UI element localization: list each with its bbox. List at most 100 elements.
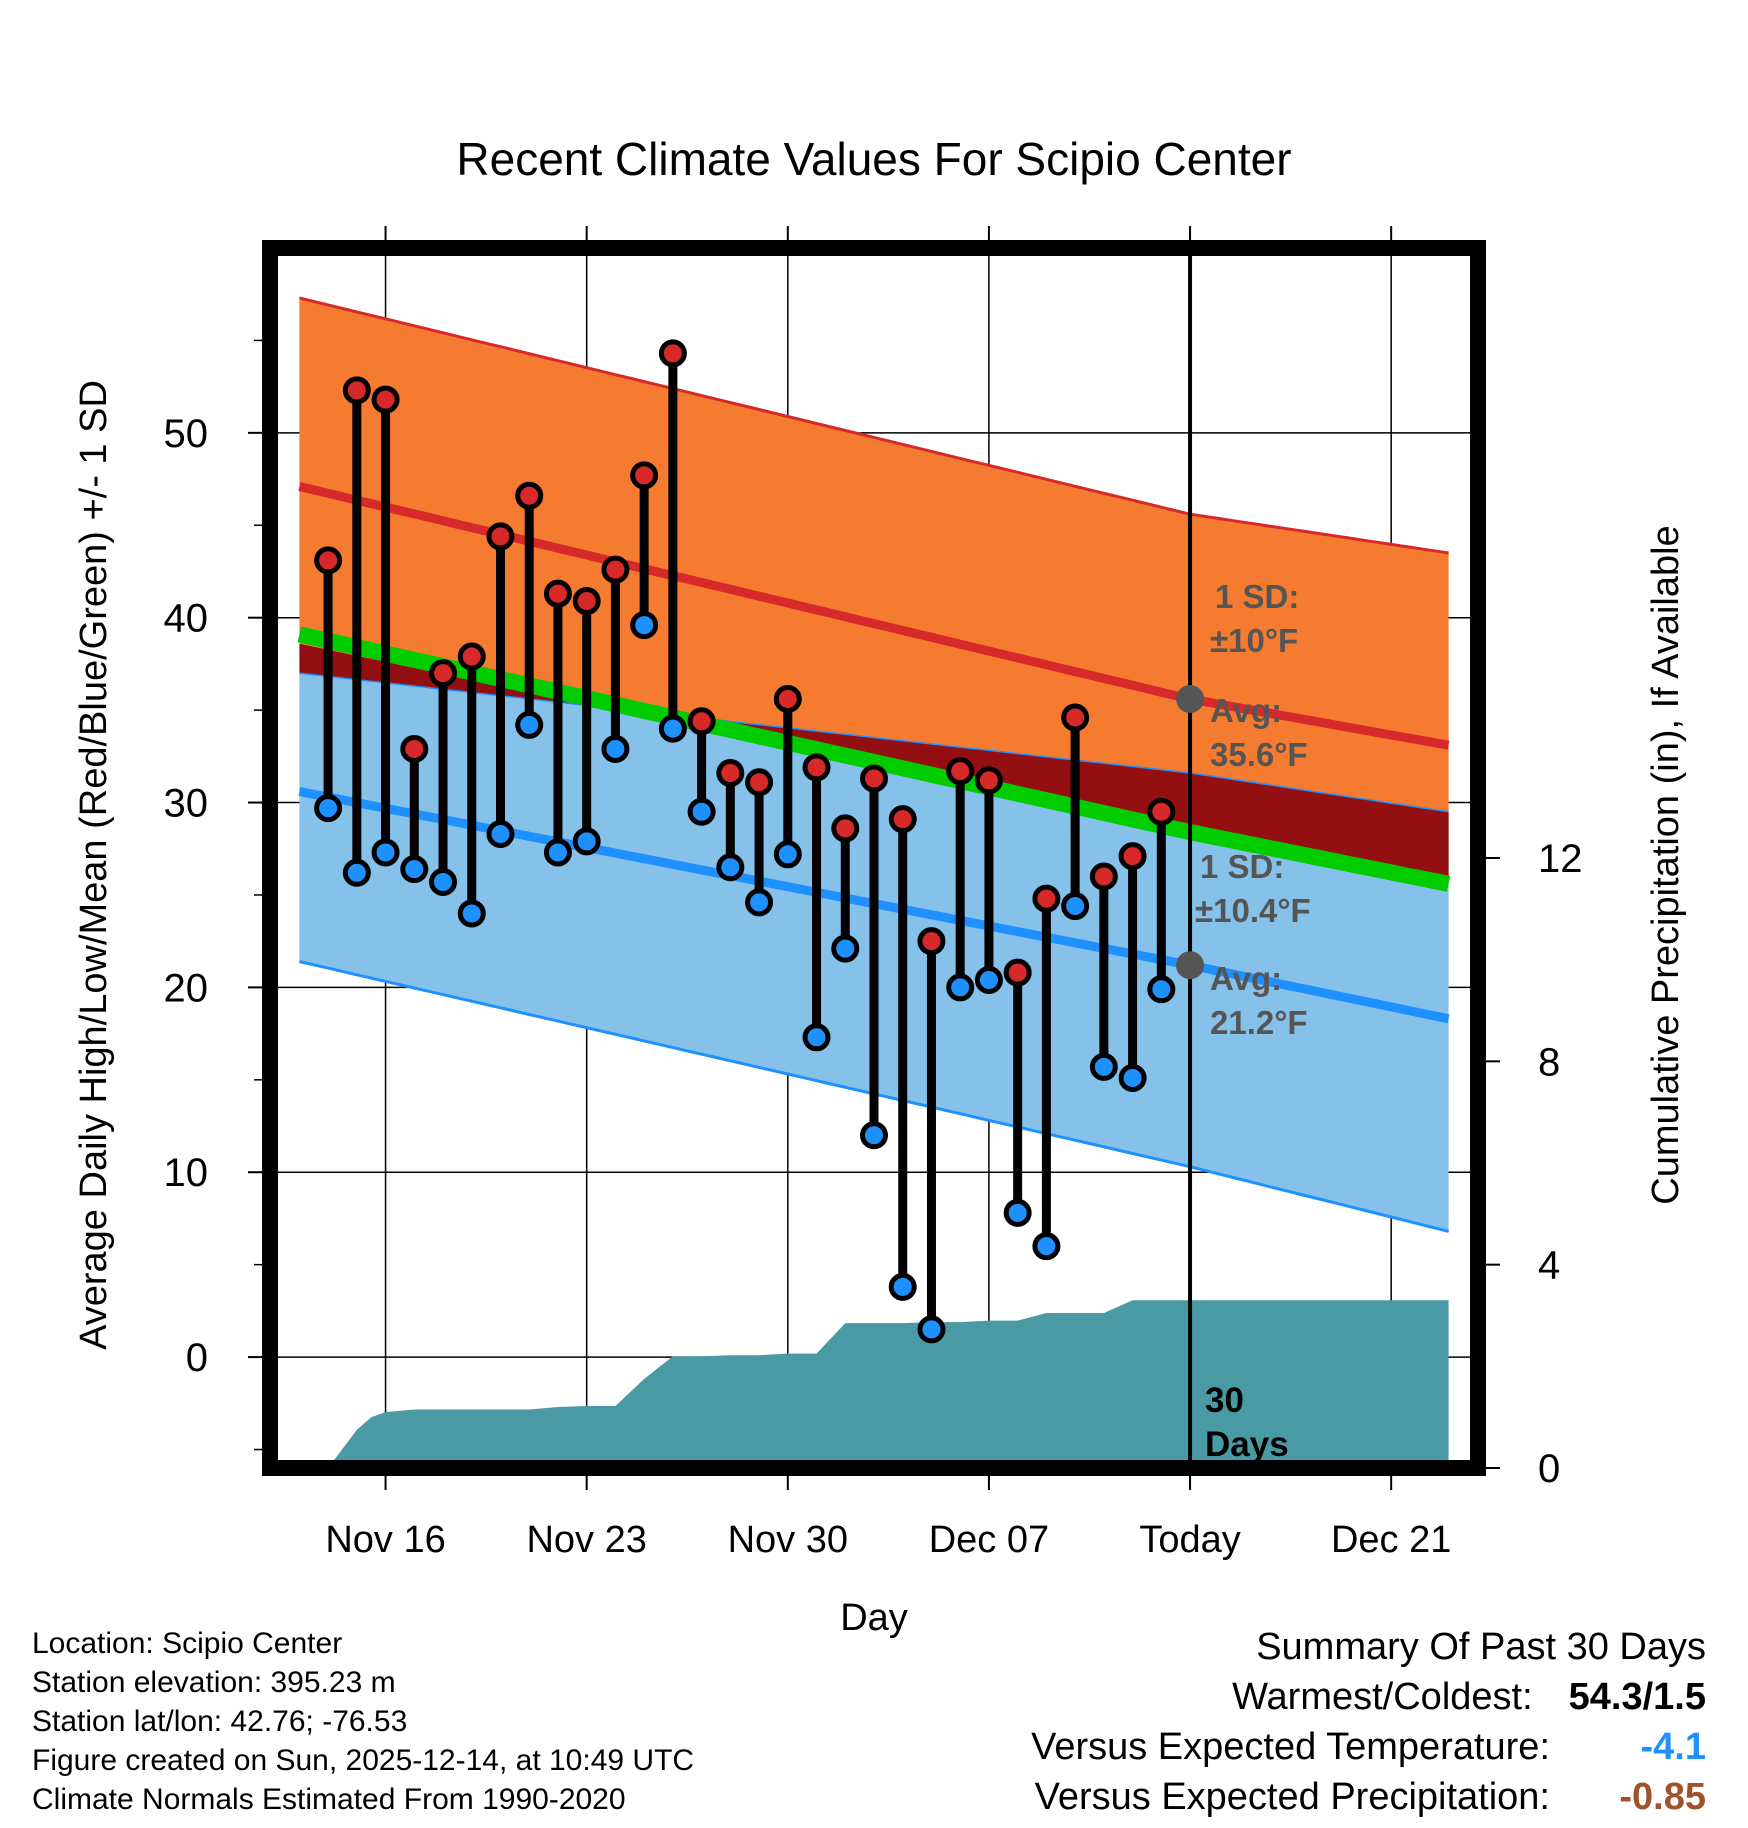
y-tick-label: 10: [164, 1151, 209, 1195]
observed-high-point: [486, 522, 515, 551]
temp-label: Versus Expected Temperature:: [1031, 1726, 1550, 1768]
station-info: Location: Scipio Center Station elevatio…: [32, 1629, 694, 1824]
x-tick-label: Dec 21: [1331, 1519, 1451, 1561]
warmest-value: 54.3/1.5: [1568, 1676, 1706, 1718]
axes: 0 10 20 30 40 50 0 4 8 12 Nov 16 Nov 23 Nov 30 Dec 07…: [164, 226, 1583, 1561]
observed-high-point: [860, 764, 888, 793]
observed-high-point: [1089, 862, 1118, 891]
observed-low-point: [917, 1315, 946, 1344]
observed-high-point: [658, 339, 687, 368]
observed-high-point: [1003, 958, 1032, 987]
warmest-label: Warmest/Coldest:: [1232, 1676, 1533, 1718]
observed-low-point: [1089, 1052, 1118, 1081]
y-axis-label: Average Daily High/Low/Mean (Red/Blue/Gr…: [73, 380, 115, 1350]
observed-low-point: [1118, 1063, 1147, 1092]
observed-low-point: [687, 797, 716, 826]
observed-low-point: [400, 855, 429, 884]
low-avg-marker: [1176, 951, 1205, 980]
x-tick-label: Dec 07: [929, 1519, 1049, 1561]
observed-low-point: [314, 794, 343, 823]
y-tick-label: 40: [164, 597, 209, 641]
observed-high-point: [888, 805, 917, 834]
low-upper-line: [299, 672, 1449, 813]
summary-precip-row: Versus Expected Precipitation: -0.85: [1031, 1776, 1706, 1826]
observed-low-point: [371, 838, 400, 867]
observed-high-point: [1118, 842, 1147, 871]
observed-high-point: [457, 642, 486, 671]
observed-high-point: [572, 587, 601, 616]
x-tick-label: Nov 23: [526, 1519, 646, 1561]
observed-low-point: [716, 853, 745, 882]
observed-high-point: [1061, 703, 1090, 732]
created-text: Figure created on Sun, 2025-12-14, at 10…: [32, 1744, 695, 1777]
observed-high-point: [1147, 797, 1176, 826]
high-avg-label: Avg:: [1210, 692, 1282, 729]
observed-low-point: [1032, 1232, 1061, 1261]
observed-low-point: [745, 888, 774, 917]
observed-low-point: [572, 827, 601, 856]
observed-high-point: [400, 734, 429, 763]
observed-high-point: [802, 753, 831, 782]
normals-text: Climate Normals Estimated From 1990-2020: [32, 1783, 626, 1816]
observed-low-point: [429, 868, 458, 897]
observed-high-point: [543, 579, 572, 608]
observed-high-point: [429, 659, 458, 688]
x-tick-label: Today: [1139, 1519, 1240, 1561]
observed-low-point: [946, 973, 975, 1002]
observed-low-point: [1061, 892, 1090, 921]
precip-area: [299, 1300, 1449, 1468]
observed-low-point: [831, 934, 860, 963]
days-count-label: 30: [1205, 1381, 1244, 1420]
summary-panel: Summary Of Past 30 Days Warmest/Coldest:…: [1031, 1626, 1706, 1826]
observed-low-point: [457, 899, 486, 928]
temp-value: -4.1: [1640, 1726, 1706, 1768]
y2-axis-label: Cumulative Precipitation (in), If Availa…: [1645, 525, 1687, 1204]
plot-frame: [262, 240, 1486, 1476]
observed-high-point: [342, 376, 371, 405]
observed-high-point: [515, 481, 544, 510]
precip-value: -0.85: [1619, 1776, 1706, 1818]
high-avg-marker: [1176, 685, 1205, 714]
high-sd-label: 1 SD:: [1215, 578, 1299, 615]
low-avg-value: 21.2°F: [1210, 1004, 1308, 1041]
observed-high-point: [601, 555, 630, 584]
summary-temp-row: Versus Expected Temperature: -4.1: [1031, 1726, 1706, 1776]
y2-tick-label: 4: [1538, 1244, 1560, 1288]
precip-label: Versus Expected Precipitation:: [1034, 1776, 1550, 1818]
observed-low-point: [658, 714, 687, 743]
y-tick-label: 20: [164, 966, 209, 1010]
low-sd-label: 1 SD:: [1200, 848, 1284, 885]
high-upper-line: [299, 296, 1449, 555]
observed-high-point: [745, 768, 774, 797]
observed-high-point: [687, 707, 716, 736]
y2-tick-label: 8: [1538, 1040, 1560, 1084]
high-temp-band: [299, 297, 1449, 877]
observed-low-point: [543, 838, 572, 867]
observed-low-point: [773, 840, 802, 869]
observed-high-point: [1032, 884, 1061, 913]
plot-area: 1 SD: ±10°F Avg: 35.6°F 1 SD: ±10.4°F Avg: 21.2…: [270, 248, 1478, 1468]
observed-high-point: [974, 766, 1003, 795]
observed-high-point: [630, 461, 659, 490]
x-axis-label: Day: [840, 1597, 908, 1639]
days-unit-label: Days: [1205, 1425, 1289, 1464]
observed-low-point: [630, 611, 659, 640]
observed-low-point: [974, 966, 1003, 994]
observed-low-point: [1147, 975, 1176, 1004]
elevation-text: Station elevation: 395.23 m: [32, 1666, 396, 1699]
observed-low-point: [601, 734, 630, 763]
mean-normal-line: [297, 626, 1451, 892]
high-avg-value: 35.6°F: [1210, 736, 1308, 773]
y-tick-label: 0: [186, 1336, 208, 1380]
y2-tick-label: 12: [1538, 837, 1583, 881]
low-sd-value: ±10.4°F: [1195, 892, 1311, 929]
x-tick-label: Nov 30: [728, 1519, 848, 1561]
x-tick-label: Nov 16: [325, 1519, 445, 1561]
summary-title: Summary Of Past 30 Days: [1256, 1626, 1706, 1668]
observed-low-point: [486, 819, 515, 848]
observed-high-point: [917, 927, 946, 956]
observed-high-point: [314, 546, 343, 575]
high-sd-value: ±10°F: [1210, 622, 1298, 659]
observed-low-point: [515, 710, 544, 739]
